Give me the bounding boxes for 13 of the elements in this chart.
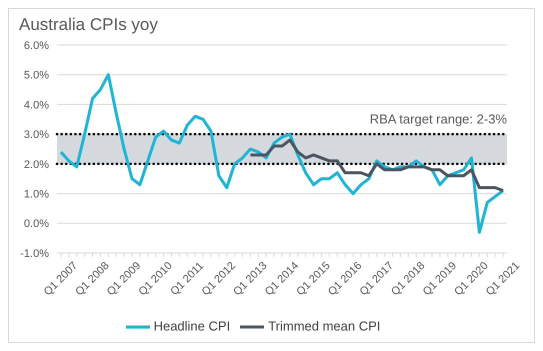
chart-title: Australia CPIs yoy (19, 15, 158, 35)
y-tick-label: 2.0% (24, 158, 50, 171)
line-series (248, 138, 505, 192)
y-tick-label: 1.0% (24, 188, 50, 200)
legend-label: Trimmed mean CPI (268, 318, 380, 334)
y-tick-label: 5.0% (24, 70, 50, 82)
y-tick-label: -1.0% (20, 248, 50, 260)
legend-label: Headline CPI (154, 318, 230, 334)
y-tick-label: 3.0% (24, 129, 50, 142)
y-tick-label: 4.0% (24, 99, 50, 112)
y-tick-label: 6.0% (24, 40, 50, 52)
band-label: RBA target range: 2-3% (370, 111, 508, 126)
y-tick-label: 0.0% (24, 218, 50, 230)
